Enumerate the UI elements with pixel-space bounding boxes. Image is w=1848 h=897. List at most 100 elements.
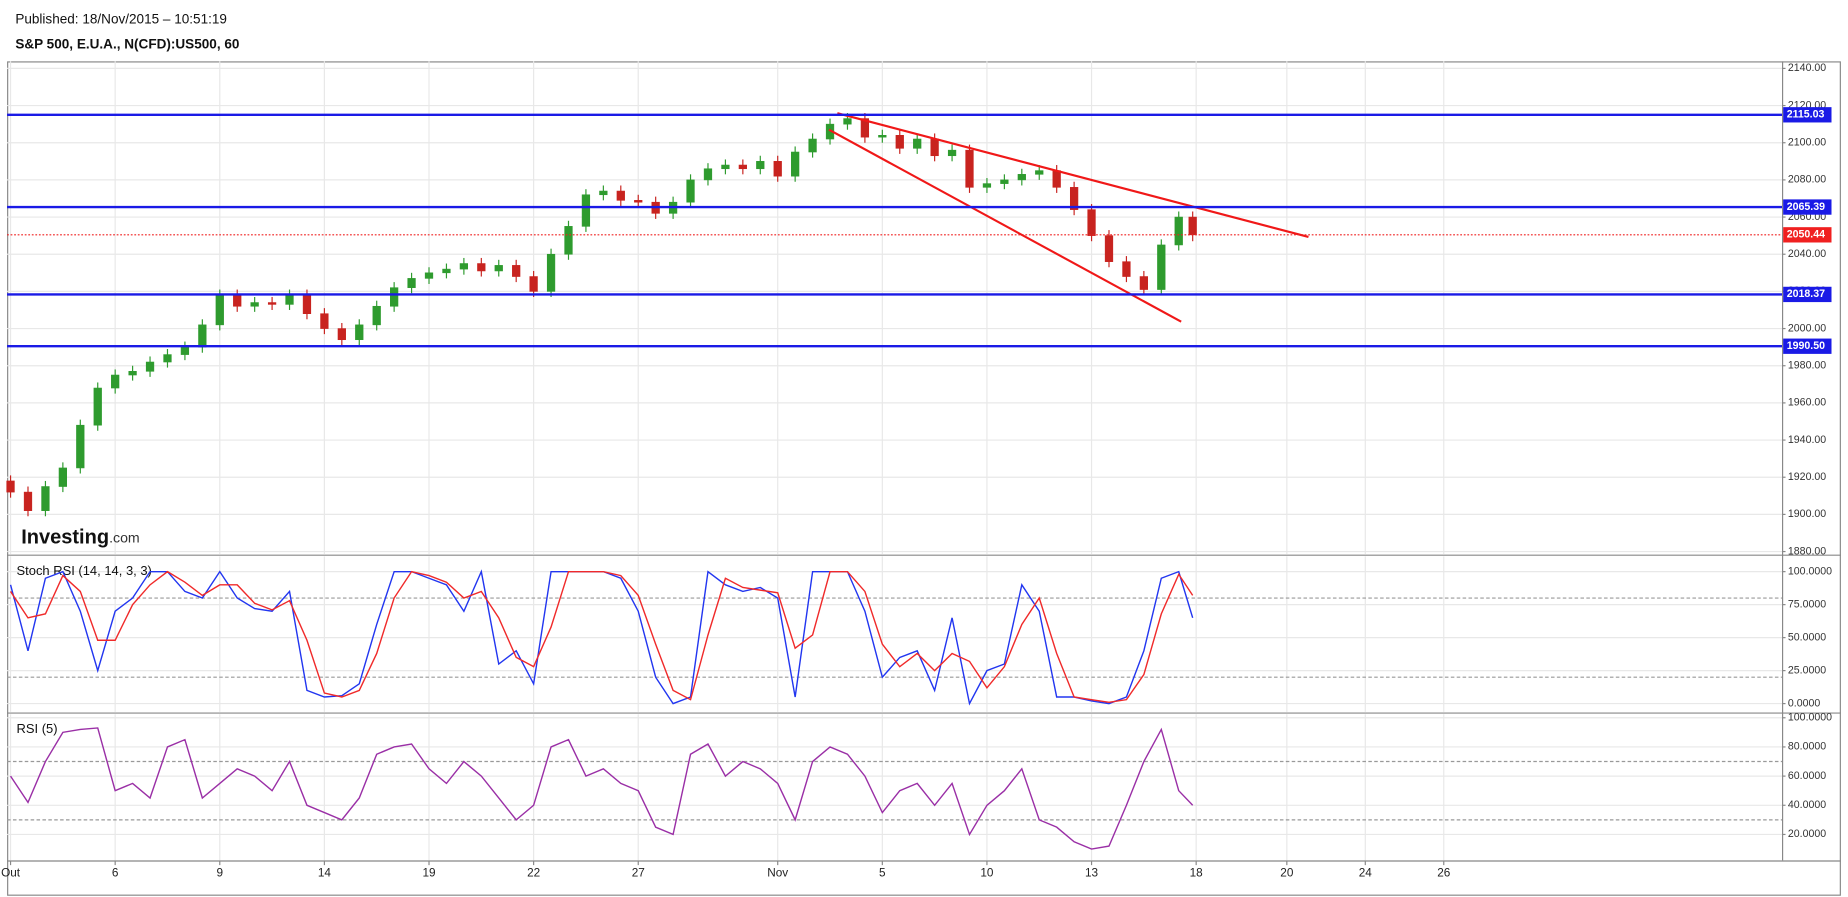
level-badge	[1783, 286, 1832, 303]
candle-body	[791, 151, 800, 177]
level-label: 1990.50	[1787, 340, 1825, 352]
candle-body	[546, 253, 556, 292]
x-tick-label: 20	[1280, 866, 1294, 879]
candle-body	[337, 328, 346, 341]
candle-body	[128, 371, 137, 376]
candle-body	[1087, 209, 1096, 236]
candle-body	[895, 135, 904, 149]
level-label: 2065.39	[1787, 201, 1825, 213]
y-tick-label: 1920.00	[1788, 471, 1826, 483]
y-tick-label: 60.0000	[1788, 770, 1826, 782]
candle-body	[564, 226, 573, 255]
candle-body	[58, 467, 67, 487]
candle-body	[616, 190, 625, 201]
candle-body	[1017, 174, 1026, 181]
x-tick-label: 27	[632, 866, 645, 879]
candle-body	[1035, 170, 1044, 175]
candle-body	[93, 387, 102, 426]
logo-name: Investing	[21, 527, 109, 549]
y-tick-label: 100.0000	[1788, 712, 1832, 724]
candle-body	[285, 294, 294, 305]
candle-body	[267, 302, 277, 305]
y-tick-label: 1880.00	[1788, 545, 1826, 557]
last-price-badge	[1783, 227, 1832, 243]
y-tick-label: 25.0000	[1788, 664, 1826, 676]
panel-title: Stoch RSI (14, 14, 3, 3)	[16, 563, 151, 578]
y-tick-label: 40.0000	[1788, 799, 1826, 811]
candle-body	[1000, 179, 1009, 184]
x-tick-label: 18	[1190, 866, 1204, 879]
level-badge	[1783, 338, 1832, 354]
y-tick-label: 1960.00	[1788, 397, 1826, 409]
last-price-label: 2050.44	[1787, 229, 1825, 241]
y-tick-label: 0.0000	[1788, 697, 1821, 709]
x-tick-label: Out	[1, 866, 21, 879]
logo-suffix: .com	[109, 529, 140, 545]
plot-layer: 1880.001900.001920.001940.001960.001980.…	[1, 61, 1832, 879]
indicator-line	[9, 727, 1194, 850]
candle-body	[529, 276, 538, 292]
candle-body	[302, 294, 312, 314]
candle-body	[1139, 276, 1148, 290]
candle-body	[947, 149, 957, 157]
level-badge	[1783, 107, 1832, 123]
candle-body	[721, 164, 730, 170]
x-tick-label: 6	[112, 866, 119, 879]
candle-body	[808, 138, 817, 153]
level-badge	[1783, 199, 1832, 215]
y-tick-label: 100.0000	[1788, 565, 1832, 577]
x-tick-label: 13	[1085, 866, 1099, 879]
candle-body	[878, 135, 887, 138]
candle-body	[215, 294, 224, 326]
candle-body	[773, 161, 782, 177]
candle-body	[982, 183, 992, 188]
candle-body	[1104, 235, 1114, 262]
logo: Investing.com	[21, 527, 139, 549]
candle-body	[459, 263, 469, 270]
trend-line	[837, 112, 1309, 238]
candle-body	[965, 149, 974, 188]
y-tick-label: 1980.00	[1788, 360, 1826, 372]
level-label: 2115.03	[1787, 109, 1825, 121]
candle-body	[703, 168, 713, 181]
panel-title: RSI (5)	[16, 721, 57, 736]
y-tick-label: 1900.00	[1788, 508, 1826, 520]
candle-body	[250, 302, 259, 307]
candle-body	[1174, 216, 1183, 246]
candle-body	[738, 164, 747, 170]
candle-body	[424, 272, 434, 279]
candle-body	[76, 424, 85, 469]
trend-line	[828, 128, 1182, 323]
candle-body	[494, 265, 503, 272]
candle-body	[686, 179, 695, 203]
symbol: S&P 500, E.U.A., N(CFD):US500, 60	[15, 36, 239, 51]
candle-body	[23, 491, 33, 511]
candle-body	[1157, 244, 1166, 290]
y-tick-label: 2040.00	[1788, 248, 1826, 260]
candle-body	[634, 200, 643, 203]
x-tick-label: 19	[422, 866, 435, 879]
candle-body	[320, 313, 329, 329]
y-tick-label: 2100.00	[1788, 137, 1826, 149]
candle-body	[111, 374, 120, 389]
candle-body	[41, 486, 50, 511]
y-tick-label: 2000.00	[1788, 322, 1826, 334]
candle-body	[407, 278, 416, 288]
x-tick-label: 14	[318, 866, 332, 879]
x-tick-label: 26	[1437, 866, 1451, 879]
candle-body	[355, 324, 364, 341]
indicator-line	[9, 570, 1194, 703]
published: Published: 18/Nov/2015 – 10:51:19	[15, 12, 227, 27]
candle-body	[198, 324, 207, 348]
candle-body	[1052, 170, 1061, 188]
candle-body	[477, 263, 486, 272]
candle-body	[390, 287, 399, 307]
candle-body	[1122, 261, 1131, 277]
y-tick-label: 50.0000	[1788, 631, 1826, 643]
x-tick-label: 5	[879, 866, 886, 879]
y-tick-label: 20.0000	[1788, 828, 1826, 840]
candle-body	[145, 361, 155, 372]
x-tick-label: Nov	[767, 866, 788, 879]
